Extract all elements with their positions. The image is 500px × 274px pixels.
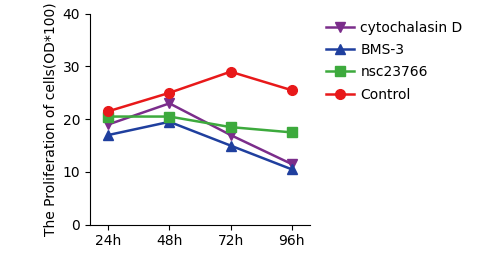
Control [106, 110, 112, 113]
Control [166, 91, 172, 95]
Line: BMS-3: BMS-3 [104, 117, 296, 174]
Line: cytochalasin D: cytochalasin D [104, 99, 296, 169]
nsc23766 [228, 125, 234, 129]
nsc23766 [288, 131, 294, 134]
nsc23766 [166, 115, 172, 118]
BMS-3 [166, 120, 172, 124]
BMS-3 [106, 133, 112, 137]
Control [288, 89, 294, 92]
Line: nsc23766: nsc23766 [104, 112, 296, 137]
cytochalasin D [166, 102, 172, 105]
Line: Control: Control [104, 67, 296, 116]
cytochalasin D [106, 123, 112, 126]
nsc23766 [106, 115, 112, 118]
Y-axis label: The Proliferation of cells(OD*100): The Proliferation of cells(OD*100) [43, 2, 57, 236]
Control [228, 70, 234, 73]
BMS-3 [228, 144, 234, 147]
BMS-3 [288, 168, 294, 171]
Legend: cytochalasin D, BMS-3, nsc23766, Control: cytochalasin D, BMS-3, nsc23766, Control [326, 21, 462, 102]
cytochalasin D [288, 162, 294, 166]
cytochalasin D [228, 133, 234, 137]
